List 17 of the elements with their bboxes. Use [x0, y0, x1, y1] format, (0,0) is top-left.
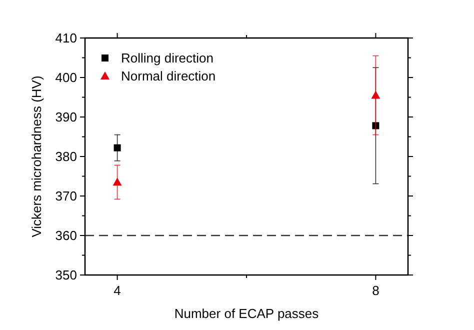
y-tick-label: 390 — [55, 110, 77, 125]
x-tick-label: 8 — [372, 283, 380, 298]
y-axis-title: Vickers microhardness (HV) — [29, 76, 44, 238]
legend-label: Normal direction — [121, 68, 216, 84]
y-tick-label: 410 — [55, 30, 77, 46]
y-tick-label: 370 — [55, 188, 77, 204]
point — [372, 122, 380, 130]
point — [114, 144, 121, 152]
legend-label: Rolling direction — [121, 50, 214, 66]
x-axis-title: Number of ECAP passes — [174, 306, 320, 321]
point — [371, 90, 380, 99]
y-tick-label: 350 — [55, 268, 77, 283]
y-tick-label: 360 — [55, 228, 77, 244]
point — [112, 178, 122, 186]
y-tick-label: 400 — [55, 70, 77, 86]
x-tick-label: 4 — [114, 283, 121, 298]
y-tick-label: 380 — [55, 149, 77, 164]
